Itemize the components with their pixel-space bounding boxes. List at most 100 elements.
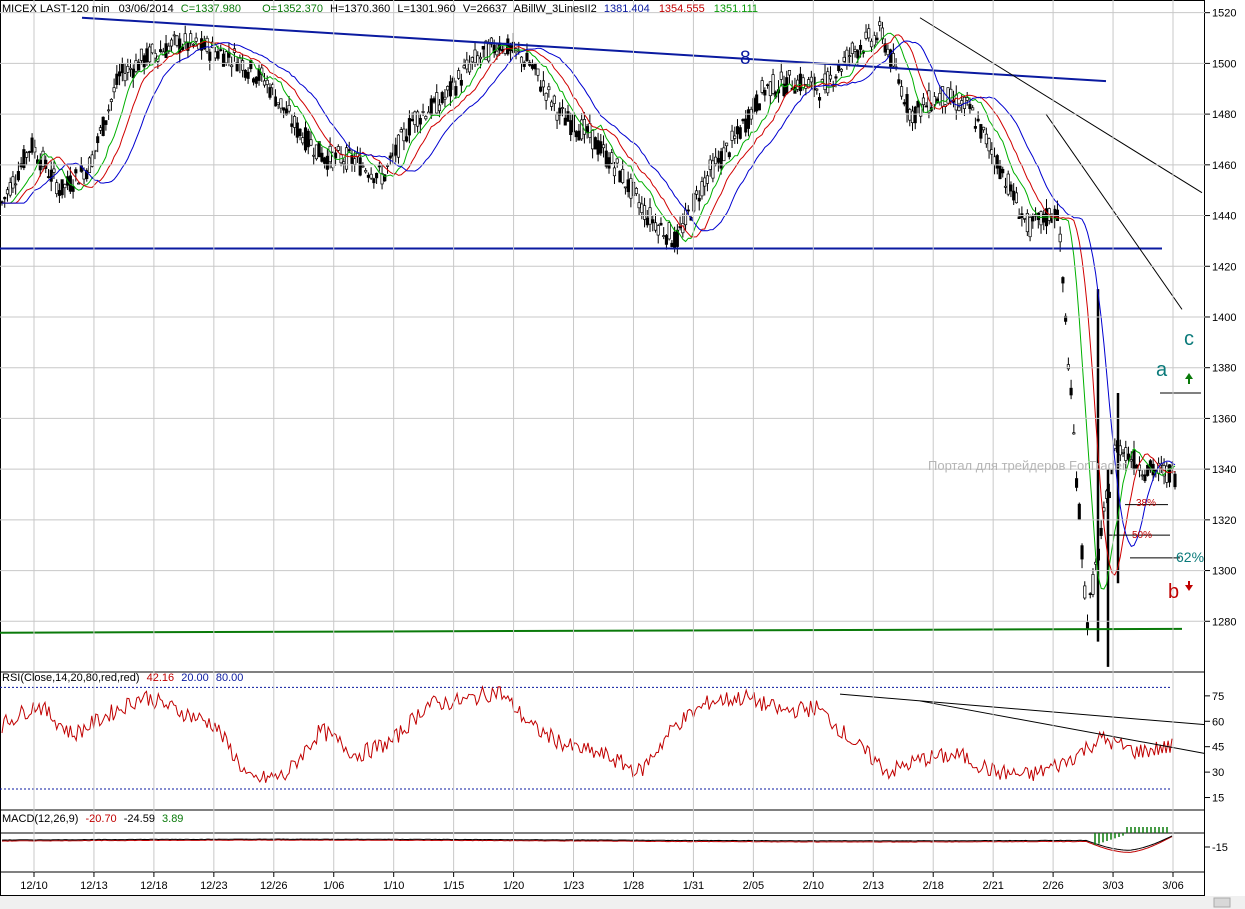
candle-body <box>107 109 111 112</box>
candle-body <box>637 202 641 209</box>
rsi-tick-label: 75 <box>1212 691 1224 703</box>
candle-body <box>1017 216 1021 220</box>
candle-body <box>960 100 964 105</box>
candle-body <box>826 71 830 94</box>
candle-body <box>1069 387 1073 396</box>
candle-body <box>859 44 863 50</box>
candle-body <box>1028 216 1032 238</box>
candle-body <box>1080 545 1084 560</box>
candle-body <box>979 124 983 139</box>
candle-body <box>574 131 578 138</box>
candle-body <box>336 146 340 151</box>
candle-body <box>533 63 537 70</box>
rsi-low-level: 20.00 <box>181 672 209 684</box>
candle-body <box>145 48 149 63</box>
candle-body <box>487 43 491 62</box>
candle-body <box>957 106 961 111</box>
candle-body <box>27 151 31 153</box>
y-tick-label: 1480 <box>1212 109 1236 121</box>
candle-body <box>446 86 450 91</box>
candle-body <box>468 63 472 73</box>
scrollbar-track[interactable] <box>0 896 1245 909</box>
candle-body <box>1025 213 1029 233</box>
x-tick-label: 3/03 <box>1102 880 1123 892</box>
candle-body <box>252 78 256 83</box>
candle-body <box>982 126 986 131</box>
candle-body <box>366 174 370 178</box>
candle-body <box>798 73 802 92</box>
scrollbar-thumb[interactable] <box>1213 897 1231 908</box>
candle-body <box>410 118 414 122</box>
candle-body <box>1001 168 1005 174</box>
candle-body <box>142 55 146 68</box>
candle-body <box>186 42 190 51</box>
candle-body <box>268 87 272 98</box>
candle-body <box>900 86 904 97</box>
candle-body <box>301 137 305 144</box>
candle-body <box>435 92 439 114</box>
candle-body <box>719 151 723 169</box>
candle-body <box>369 173 373 179</box>
candle-body <box>891 53 895 67</box>
candle-body <box>550 101 554 107</box>
candle-body <box>525 52 529 62</box>
candle-body <box>807 79 811 87</box>
candle-body <box>971 107 975 111</box>
trend-line-lower <box>1045 113 1183 310</box>
x-tick-label: 1/15 <box>443 880 464 892</box>
candle-body <box>101 116 105 136</box>
candle-body <box>424 116 428 120</box>
x-axis: 12/10 12/13 12/18 12/23 12/26 1/06 1/10 1/15 1/2… <box>20 0 1184 892</box>
candle-body <box>1012 190 1016 201</box>
wave-label-a: a <box>1156 359 1168 381</box>
y-tick-label: 1440 <box>1212 211 1236 223</box>
macd-hist-value: 3.89 <box>162 813 183 825</box>
candle-body <box>716 158 720 163</box>
candle-body <box>530 64 534 69</box>
candle-body <box>443 96 447 100</box>
candle-body <box>325 155 329 170</box>
candle-body <box>60 179 64 196</box>
candle-body <box>481 45 485 50</box>
candle-body <box>293 116 297 128</box>
candle-body <box>867 28 871 39</box>
rsi-value: 42.16 <box>147 672 175 684</box>
y-tick-label: 1400 <box>1212 312 1236 324</box>
candle-body <box>544 92 548 101</box>
candle-body <box>563 117 567 126</box>
candle-body <box>224 51 228 64</box>
candle-body <box>41 150 45 167</box>
macd-signal-value: -24.59 <box>124 813 155 825</box>
rsi-tick-label: 60 <box>1212 716 1224 728</box>
candle-body <box>916 101 920 108</box>
candle-body <box>476 55 480 65</box>
candle-body <box>883 43 887 53</box>
candle-body <box>552 95 556 104</box>
wave-label-8: 8 <box>740 48 751 69</box>
candle-body <box>913 106 917 124</box>
candle-body <box>618 170 622 183</box>
candle-body <box>886 48 890 56</box>
candle-body <box>139 48 143 61</box>
candle-body <box>902 102 906 105</box>
candle-body <box>850 42 854 54</box>
candle-body <box>489 37 493 45</box>
candle-body <box>834 76 838 79</box>
candle-body <box>1061 277 1065 284</box>
x-tick-label: 1/23 <box>563 880 584 892</box>
candle-body <box>246 71 250 79</box>
candle-body <box>519 56 524 64</box>
chart-frame <box>0 0 1205 896</box>
candle-body <box>437 104 442 112</box>
candle-body <box>167 45 171 52</box>
x-tick-label: 12/23 <box>200 880 228 892</box>
svg-text:RSI(Close,14,20,80,red,red): RSI(Close,14,20,80,red,red) 42.16 20.00 … <box>2 672 243 684</box>
open-label: O=1352.370 <box>262 3 323 15</box>
candle-body <box>1072 432 1076 435</box>
candle-body <box>541 80 545 88</box>
x-tick-label: 2/13 <box>863 880 884 892</box>
candle-body <box>282 107 286 111</box>
candle-body <box>517 50 521 53</box>
candle-body <box>276 102 280 105</box>
candle-body <box>104 120 108 125</box>
